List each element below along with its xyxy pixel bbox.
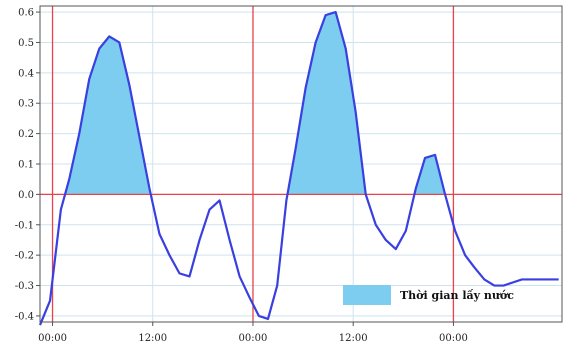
- fill-region-0: [65, 36, 151, 195]
- legend: Thời gian lấy nước: [343, 285, 514, 305]
- x-tick-label-4: 00:00: [439, 333, 468, 344]
- y-tick-labels: -0.4 -0.3 -0.2 -0.1 0.0 0.1 0.2 0.3 0.4 0.5 0.6: [15, 8, 40, 322]
- x-tick-label-2: 00:00: [239, 333, 268, 344]
- x-tick-label-3: 12:00: [339, 333, 368, 344]
- series-line-layer: [38, 10, 559, 326]
- red-reference-lines: [40, 6, 562, 322]
- y-tick-label-7: 0.3: [18, 99, 34, 110]
- y-tick-label-10: 0.6: [18, 8, 34, 19]
- x-tick-label-1: 12:00: [138, 333, 167, 344]
- x-tick-labels: 00:00 12:00 00:00 12:00 00:00: [38, 322, 468, 344]
- x-tick-label-0: 00:00: [38, 333, 67, 344]
- y-tick-label-1: -0.3: [15, 281, 34, 292]
- y-tick-label-3: -0.1: [15, 220, 34, 231]
- legend-swatch: [343, 285, 391, 305]
- y-tick-label-8: 0.4: [18, 68, 34, 79]
- y-tick-label-2: -0.2: [15, 251, 34, 262]
- legend-label: Thời gian lấy nước: [400, 289, 514, 302]
- y-tick-label-9: 0.5: [18, 38, 34, 49]
- y-tick-label-0: -0.4: [15, 311, 34, 322]
- y-tick-label-6: 0.2: [18, 129, 34, 140]
- y-tick-label-5: 0.1: [18, 160, 34, 171]
- water-level-line: [38, 10, 559, 326]
- y-tick-label-4: 0.0: [18, 190, 34, 201]
